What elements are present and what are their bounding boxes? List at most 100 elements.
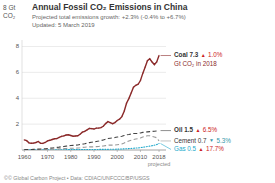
series-marker — [102, 126, 104, 128]
series-marker — [72, 135, 74, 137]
x-tick — [47, 150, 48, 152]
series-marker — [63, 135, 65, 137]
series-marker — [112, 123, 114, 125]
series-marker — [61, 136, 63, 138]
series-marker — [109, 122, 111, 124]
subtitle: Projected total emissions growth: +2.3% … — [32, 14, 186, 20]
x-tick-label: 1960 — [18, 154, 32, 160]
series-marker — [54, 138, 56, 140]
series-marker — [40, 142, 42, 144]
series-line — [24, 56, 159, 144]
series-marker — [70, 135, 72, 137]
annotation: Gt CO₂ in 2018 — [174, 60, 217, 67]
series-marker — [89, 128, 91, 130]
series-line — [24, 131, 159, 150]
x-tick-label: 2010 — [134, 154, 148, 160]
y-axis-label: CO₂ — [3, 12, 16, 19]
series-marker — [137, 83, 139, 85]
series-marker — [105, 123, 107, 125]
change-marker: ▲ — [195, 127, 200, 133]
series-marker — [114, 122, 116, 124]
x-tick-label: 1970 — [41, 154, 55, 160]
series-marker — [126, 102, 128, 104]
series-marker — [65, 134, 67, 136]
series-marker — [158, 55, 160, 57]
y-axis-label: 8 Gt — [3, 4, 15, 11]
annotation: 6.5% — [203, 126, 218, 133]
chart: Annual Fossil CO₂ Emissions in China Proj… — [0, 0, 275, 183]
annotation: 1.0% — [208, 51, 223, 58]
annotation-connector — [161, 55, 171, 56]
series-marker — [37, 141, 39, 143]
series-marker — [77, 135, 79, 137]
annotation: Coal 7.3 — [174, 51, 199, 58]
series-marker — [42, 143, 44, 145]
series-marker — [151, 61, 153, 63]
annotation: Oil 1.5 — [174, 126, 193, 133]
series-marker — [58, 137, 60, 139]
series-marker — [93, 128, 95, 130]
series-marker — [116, 120, 118, 122]
series-marker — [68, 134, 70, 136]
title: Annual Fossil CO₂ Emissions in China — [32, 2, 188, 12]
series-marker — [135, 84, 137, 86]
series-marker — [149, 58, 151, 60]
y-tick-label: 8 — [16, 43, 20, 49]
series-marker — [28, 142, 30, 144]
change-marker: ▲ — [201, 52, 206, 58]
series-marker — [147, 60, 149, 62]
plot-area — [24, 55, 160, 150]
x-tick — [117, 150, 118, 152]
y-tick-label: 6 — [16, 69, 20, 75]
series-marker — [140, 80, 142, 82]
x-tick — [159, 150, 160, 152]
series-marker — [98, 127, 100, 129]
annotation: Cement 0.7 — [174, 137, 207, 144]
x-tick-label: 1990 — [87, 154, 101, 160]
x-tick — [94, 150, 95, 152]
grid-line — [22, 72, 166, 73]
x-tick — [70, 150, 71, 152]
y-tick-label: 4 — [16, 95, 20, 101]
series-marker — [75, 135, 77, 137]
series-marker — [33, 142, 35, 144]
grid-line — [22, 46, 166, 47]
series-marker — [47, 140, 49, 142]
y-axis-line — [22, 40, 23, 150]
series-marker — [100, 127, 102, 129]
series-marker — [30, 142, 32, 144]
series-marker — [96, 127, 98, 129]
annotation-connector — [161, 144, 171, 150]
x-tick-label: 1980 — [64, 154, 78, 160]
series-marker — [154, 64, 156, 66]
series-marker — [56, 138, 58, 140]
series-marker — [123, 110, 125, 112]
y-tick-label: 2 — [16, 121, 20, 127]
series-marker — [26, 140, 28, 142]
x-tick-label: 2000 — [111, 154, 125, 160]
series-marker — [51, 139, 53, 141]
x-tick — [140, 150, 141, 152]
series-marker — [133, 86, 135, 88]
annotation-connector — [161, 130, 171, 131]
grid-line — [22, 124, 166, 125]
footer: ©© Global Carbon Project • Data: CDIAC/U… — [4, 175, 150, 181]
series-marker — [144, 66, 146, 68]
series-marker — [35, 142, 37, 144]
series-marker — [119, 118, 121, 120]
annotation: 17.7% — [206, 145, 224, 152]
series-marker — [44, 142, 46, 144]
series-marker — [49, 139, 51, 141]
series-marker — [82, 131, 84, 133]
series-marker — [128, 98, 130, 100]
subtitle: Updated: 5 March 2019 — [32, 22, 95, 28]
series-marker — [107, 121, 109, 123]
series-marker — [91, 128, 93, 130]
annotation-connector — [161, 140, 171, 141]
x-tick — [24, 150, 25, 152]
series-marker — [142, 73, 144, 75]
series-marker — [84, 131, 86, 133]
annotation: Gas 0.5 — [174, 145, 197, 152]
series-marker — [79, 133, 81, 135]
series-marker — [86, 129, 88, 131]
